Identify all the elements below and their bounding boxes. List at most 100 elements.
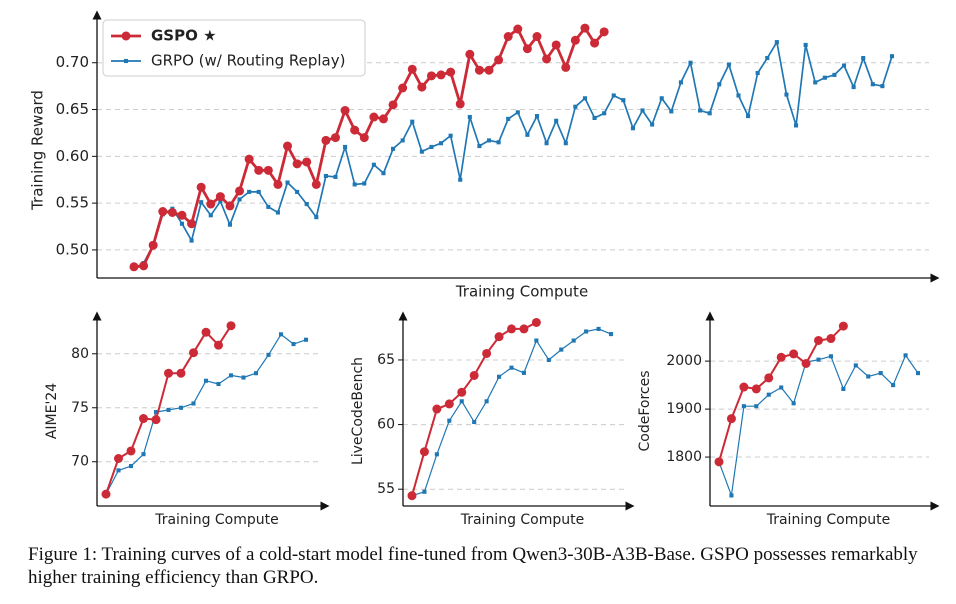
marker — [779, 385, 784, 390]
marker — [206, 199, 216, 209]
marker — [151, 415, 161, 425]
marker — [434, 452, 439, 457]
marker — [343, 144, 348, 150]
marker — [494, 332, 504, 342]
marker — [866, 374, 871, 379]
marker — [314, 215, 319, 220]
marker — [522, 44, 532, 54]
marker — [391, 146, 396, 151]
marker — [698, 108, 703, 113]
marker — [484, 65, 494, 75]
marker — [179, 221, 185, 226]
marker — [841, 63, 847, 68]
marker — [228, 373, 234, 378]
marker — [482, 348, 492, 358]
marker — [602, 111, 607, 116]
marker — [477, 143, 482, 149]
marker — [736, 93, 741, 98]
marker — [851, 85, 856, 90]
marker — [333, 174, 338, 179]
marker — [611, 93, 616, 98]
marker — [880, 84, 885, 89]
series-line — [411, 321, 537, 496]
marker — [814, 335, 823, 345]
marker — [459, 399, 464, 404]
marker — [178, 405, 184, 410]
marker — [166, 407, 171, 412]
marker — [371, 162, 376, 167]
marker — [506, 116, 511, 121]
x-axis-label: Training Compute — [455, 283, 588, 301]
marker — [381, 171, 386, 176]
y-axis-label: CodeForces — [637, 370, 653, 451]
legend-label: GRPO (w/ Routing Replay) — [151, 52, 345, 70]
marker — [494, 55, 504, 65]
marker — [139, 414, 148, 424]
marker — [509, 365, 514, 370]
marker — [295, 189, 300, 194]
marker — [903, 353, 908, 358]
series-line — [718, 325, 845, 463]
marker — [474, 65, 484, 75]
marker — [158, 207, 168, 217]
marker — [496, 140, 501, 145]
marker — [141, 452, 146, 457]
marker — [531, 317, 541, 327]
marker — [201, 327, 211, 337]
marker — [765, 56, 770, 61]
marker — [422, 489, 427, 494]
marker — [891, 383, 896, 388]
marker — [707, 111, 712, 116]
marker — [407, 64, 417, 74]
marker — [741, 404, 746, 409]
marker — [256, 189, 261, 194]
marker — [513, 24, 523, 34]
caption: Figure 1: Training curves of a cold-star… — [28, 544, 918, 588]
series-line — [718, 354, 919, 496]
marker — [582, 96, 588, 101]
marker — [292, 159, 302, 169]
marker — [519, 324, 529, 334]
marker — [101, 489, 111, 499]
marker — [123, 58, 129, 64]
marker — [766, 392, 771, 397]
marker — [455, 99, 465, 109]
marker — [237, 197, 242, 202]
marker — [398, 83, 408, 93]
marker — [484, 399, 489, 404]
marker — [467, 114, 472, 120]
marker — [266, 204, 271, 209]
marker — [559, 347, 564, 352]
marker — [739, 382, 749, 392]
marker — [350, 125, 360, 135]
marker — [128, 464, 134, 469]
marker — [323, 173, 328, 179]
marker — [369, 112, 379, 122]
marker — [546, 357, 551, 362]
marker — [273, 179, 283, 189]
marker — [438, 141, 444, 146]
marker — [121, 31, 131, 41]
marker — [678, 80, 683, 85]
marker — [215, 192, 225, 202]
marker — [352, 182, 357, 187]
marker — [400, 138, 405, 143]
series-line — [105, 333, 307, 495]
y-tick-label: 0.60 — [56, 147, 89, 165]
marker — [254, 165, 264, 175]
marker — [544, 141, 549, 146]
marker — [791, 401, 796, 406]
marker — [263, 165, 273, 175]
marker — [177, 210, 187, 220]
marker — [266, 352, 271, 357]
marker — [838, 321, 848, 331]
marker — [216, 381, 221, 387]
marker — [915, 371, 921, 376]
marker — [304, 202, 309, 207]
marker — [167, 207, 177, 217]
legend-label: GSPO ★ — [151, 27, 217, 45]
y-tick-label: 55 — [377, 481, 395, 497]
y-tick-label: 70 — [71, 454, 89, 470]
marker — [203, 378, 209, 383]
